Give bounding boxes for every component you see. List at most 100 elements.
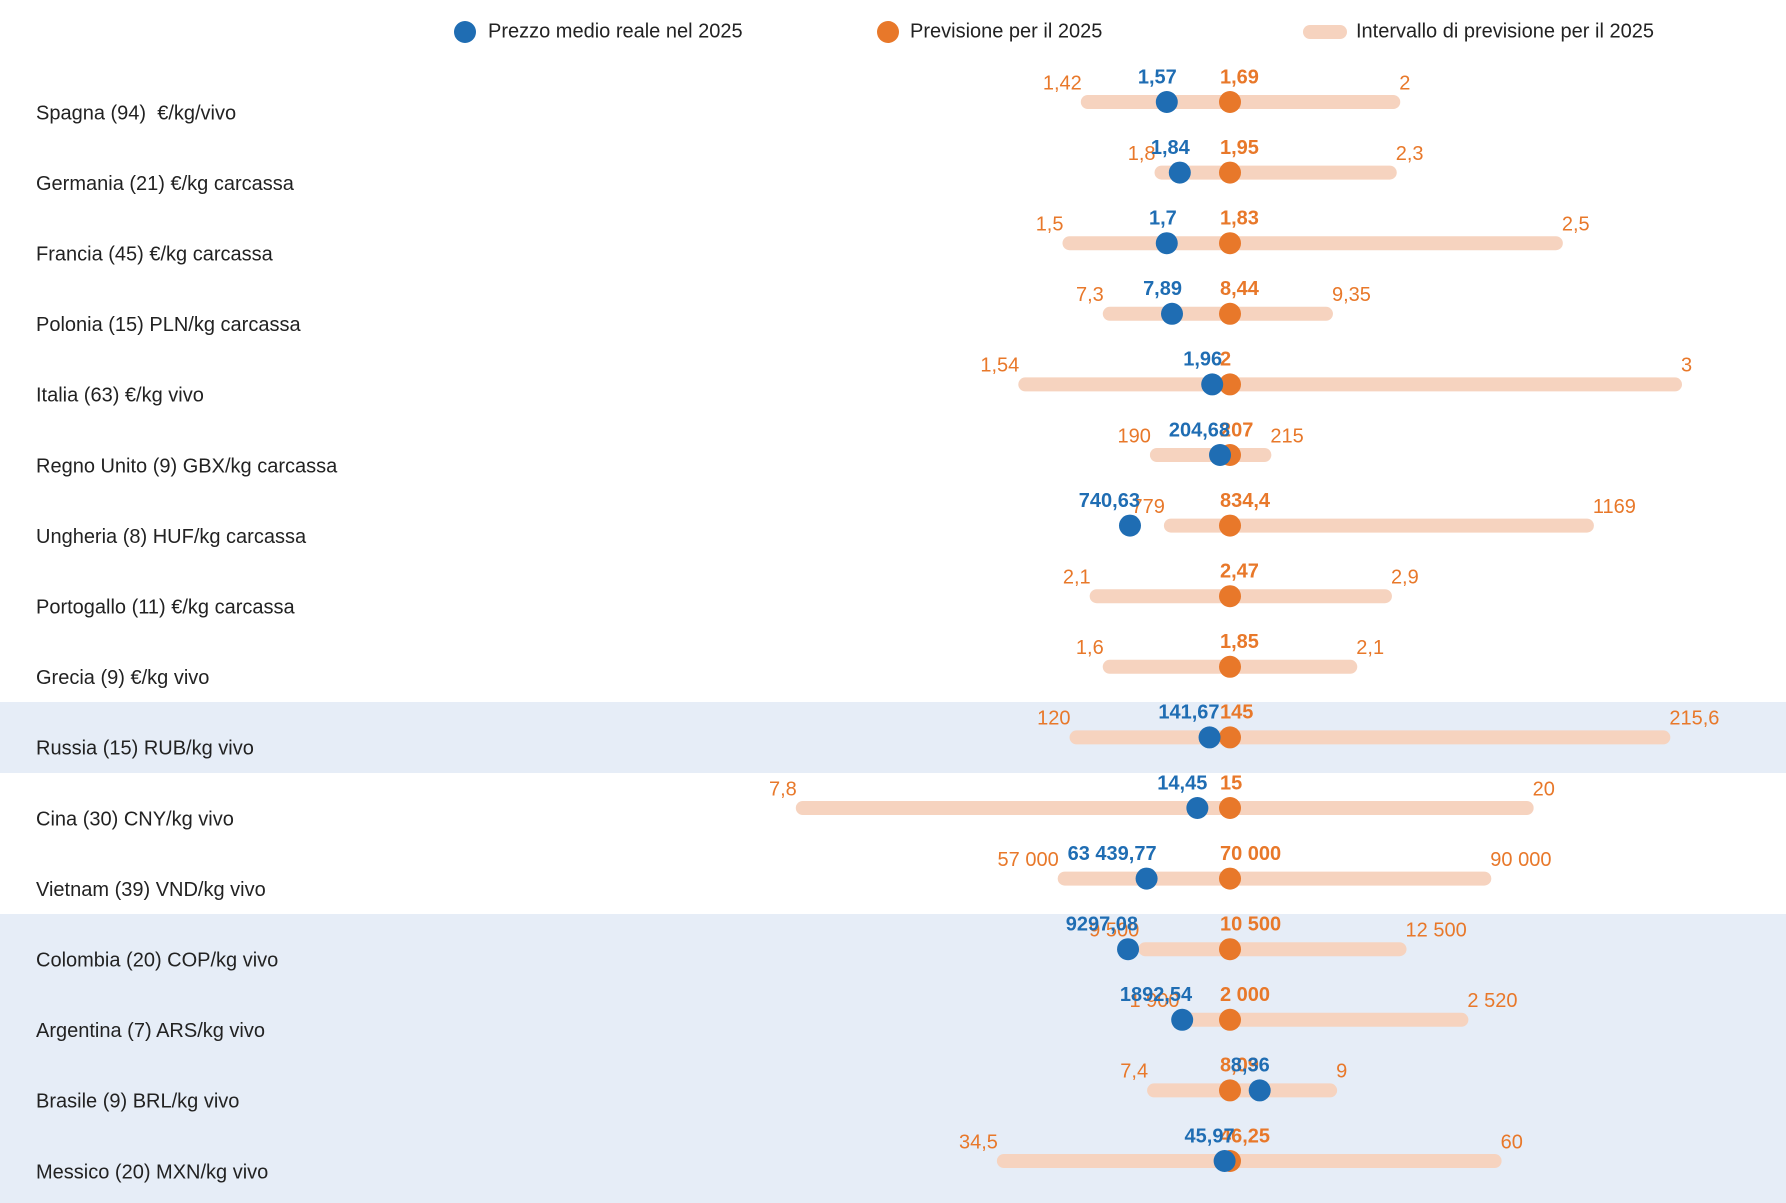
value-label: 8,09 [1220, 1055, 1259, 1077]
forecast-dot [1219, 797, 1241, 819]
row-label: Francia (45) €/kg carcassa [36, 243, 274, 265]
value-label: 63 439,77 [1068, 843, 1157, 865]
value-label: 204,68 [1169, 419, 1230, 441]
value-label: 1,83 [1220, 207, 1259, 229]
forecast-dot [1219, 938, 1241, 961]
forecast-dot [1219, 655, 1241, 678]
high-label: 9,35 [1332, 284, 1371, 306]
low-label: 120 [1037, 708, 1070, 730]
value-label: 70 000 [1220, 843, 1281, 865]
low-label: 1,8 [1128, 143, 1156, 165]
value-label: 2 [1220, 349, 1231, 371]
high-label: 2,9 [1391, 566, 1419, 588]
low-label: 779 [1132, 496, 1165, 518]
row-label: Portogallo (11) €/kg carcassa [36, 596, 296, 618]
row-label: Germania (21) €/kg carcassa [36, 173, 295, 195]
high-label: 60 [1501, 1131, 1523, 1153]
value-label: 1,84 [1151, 137, 1191, 159]
value-label: 14,45 [1157, 772, 1207, 794]
legend-label: Intervallo di previsione per il 2025 [1356, 20, 1654, 42]
forecast-dot [1219, 726, 1241, 749]
high-label: 3 [1681, 355, 1692, 377]
value-label: 15 [1220, 772, 1242, 794]
actual-dot [1155, 232, 1178, 255]
high-label: 12 500 [1406, 919, 1467, 941]
value-label: 7,89 [1143, 278, 1182, 300]
actual-dot [1171, 1008, 1194, 1031]
value-label: 1,95 [1220, 137, 1259, 159]
forecast-dot [1219, 373, 1241, 396]
value-label: 45,97 [1185, 1125, 1235, 1147]
low-label: 2,1 [1063, 566, 1091, 588]
forecast-dot [1219, 585, 1241, 608]
high-label: 1169 [1593, 496, 1636, 518]
forecast-dot [1219, 302, 1241, 325]
legend-swatch [877, 21, 899, 43]
legend-label: Previsione per il 2025 [910, 20, 1102, 42]
forecast-dot [1219, 514, 1241, 537]
high-label: 215 [1270, 425, 1303, 447]
value-label: 8,44 [1220, 278, 1260, 300]
low-label: 1,42 [1043, 72, 1082, 94]
high-label: 2 [1399, 72, 1410, 94]
low-label: 190 [1118, 425, 1151, 447]
row-label: Grecia (9) €/kg vivo [36, 667, 209, 689]
high-label: 2 520 [1467, 990, 1517, 1012]
low-label: 1,54 [980, 355, 1019, 377]
forecast-dot [1219, 867, 1241, 890]
row-label: Cina (30) CNY/kg vivo [36, 808, 234, 830]
actual-dot [1161, 302, 1184, 325]
low-label: 1,6 [1076, 637, 1104, 659]
value-label: 1892,54 [1120, 984, 1193, 1006]
high-label: 215,6 [1669, 708, 1719, 730]
forecast-dot [1219, 232, 1241, 255]
actual-dot [1248, 1079, 1271, 1102]
high-label: 20 [1533, 778, 1555, 800]
actual-dot [1198, 726, 1221, 749]
row-label: Russia (15) RUB/kg vivo [36, 738, 254, 760]
low-label: 7,8 [769, 778, 797, 800]
row-label: Ungheria (8) HUF/kg carcassa [36, 526, 307, 548]
row-label: Regno Unito (9) GBX/kg carcassa [36, 455, 338, 477]
actual-dot [1117, 938, 1140, 961]
low-label: 34,5 [959, 1131, 998, 1153]
legend-swatch [454, 21, 476, 43]
actual-dot [1186, 797, 1209, 819]
forecast-dot [1219, 161, 1241, 184]
value-label: 46,25 [1220, 1125, 1270, 1147]
legend-label: Prezzo medio reale nel 2025 [488, 20, 743, 42]
low-label: 57 000 [998, 849, 1059, 871]
high-label: 2,5 [1562, 213, 1590, 235]
low-label: 1 900 [1129, 990, 1179, 1012]
value-label: 2,47 [1220, 560, 1259, 582]
row-label: Argentina (7) ARS/kg vivo [36, 1020, 265, 1042]
row-label: Polonia (15) PLN/kg carcassa [36, 314, 301, 336]
value-label: 1,96 [1183, 349, 1222, 371]
actual-dot [1155, 91, 1178, 113]
value-label: 141,67 [1158, 702, 1219, 724]
actual-dot [1118, 514, 1141, 537]
value-label: 9297,08 [1066, 913, 1138, 935]
high-label: 9 [1336, 1061, 1347, 1083]
actual-dot [1209, 444, 1232, 466]
legend: Prezzo medio reale nel 2025 Previsione p… [454, 20, 1654, 43]
value-label: 1,7 [1149, 207, 1177, 229]
value-label: 1,85 [1220, 631, 1259, 653]
forecast-dot [1219, 1079, 1241, 1102]
actual-dot [1168, 161, 1191, 184]
row-label: Italia (63) €/kg vivo [36, 385, 204, 407]
forecast-dot [1219, 91, 1241, 113]
row-label: Spagna (94) €/kg/vivo [36, 102, 236, 124]
row-label: Vietnam (39) VND/kg vivo [36, 879, 266, 901]
value-label: 10 500 [1220, 913, 1281, 935]
low-label: 7,4 [1120, 1061, 1148, 1083]
high-label: 2,1 [1356, 637, 1384, 659]
actual-dot [1201, 373, 1224, 396]
value-label: 1,57 [1138, 66, 1177, 88]
value-label: 2 000 [1220, 984, 1270, 1006]
value-label: 740,63 [1079, 490, 1140, 512]
high-label: 90 000 [1490, 849, 1551, 871]
forecast-dot [1219, 1008, 1241, 1031]
actual-dot [1213, 1150, 1236, 1172]
